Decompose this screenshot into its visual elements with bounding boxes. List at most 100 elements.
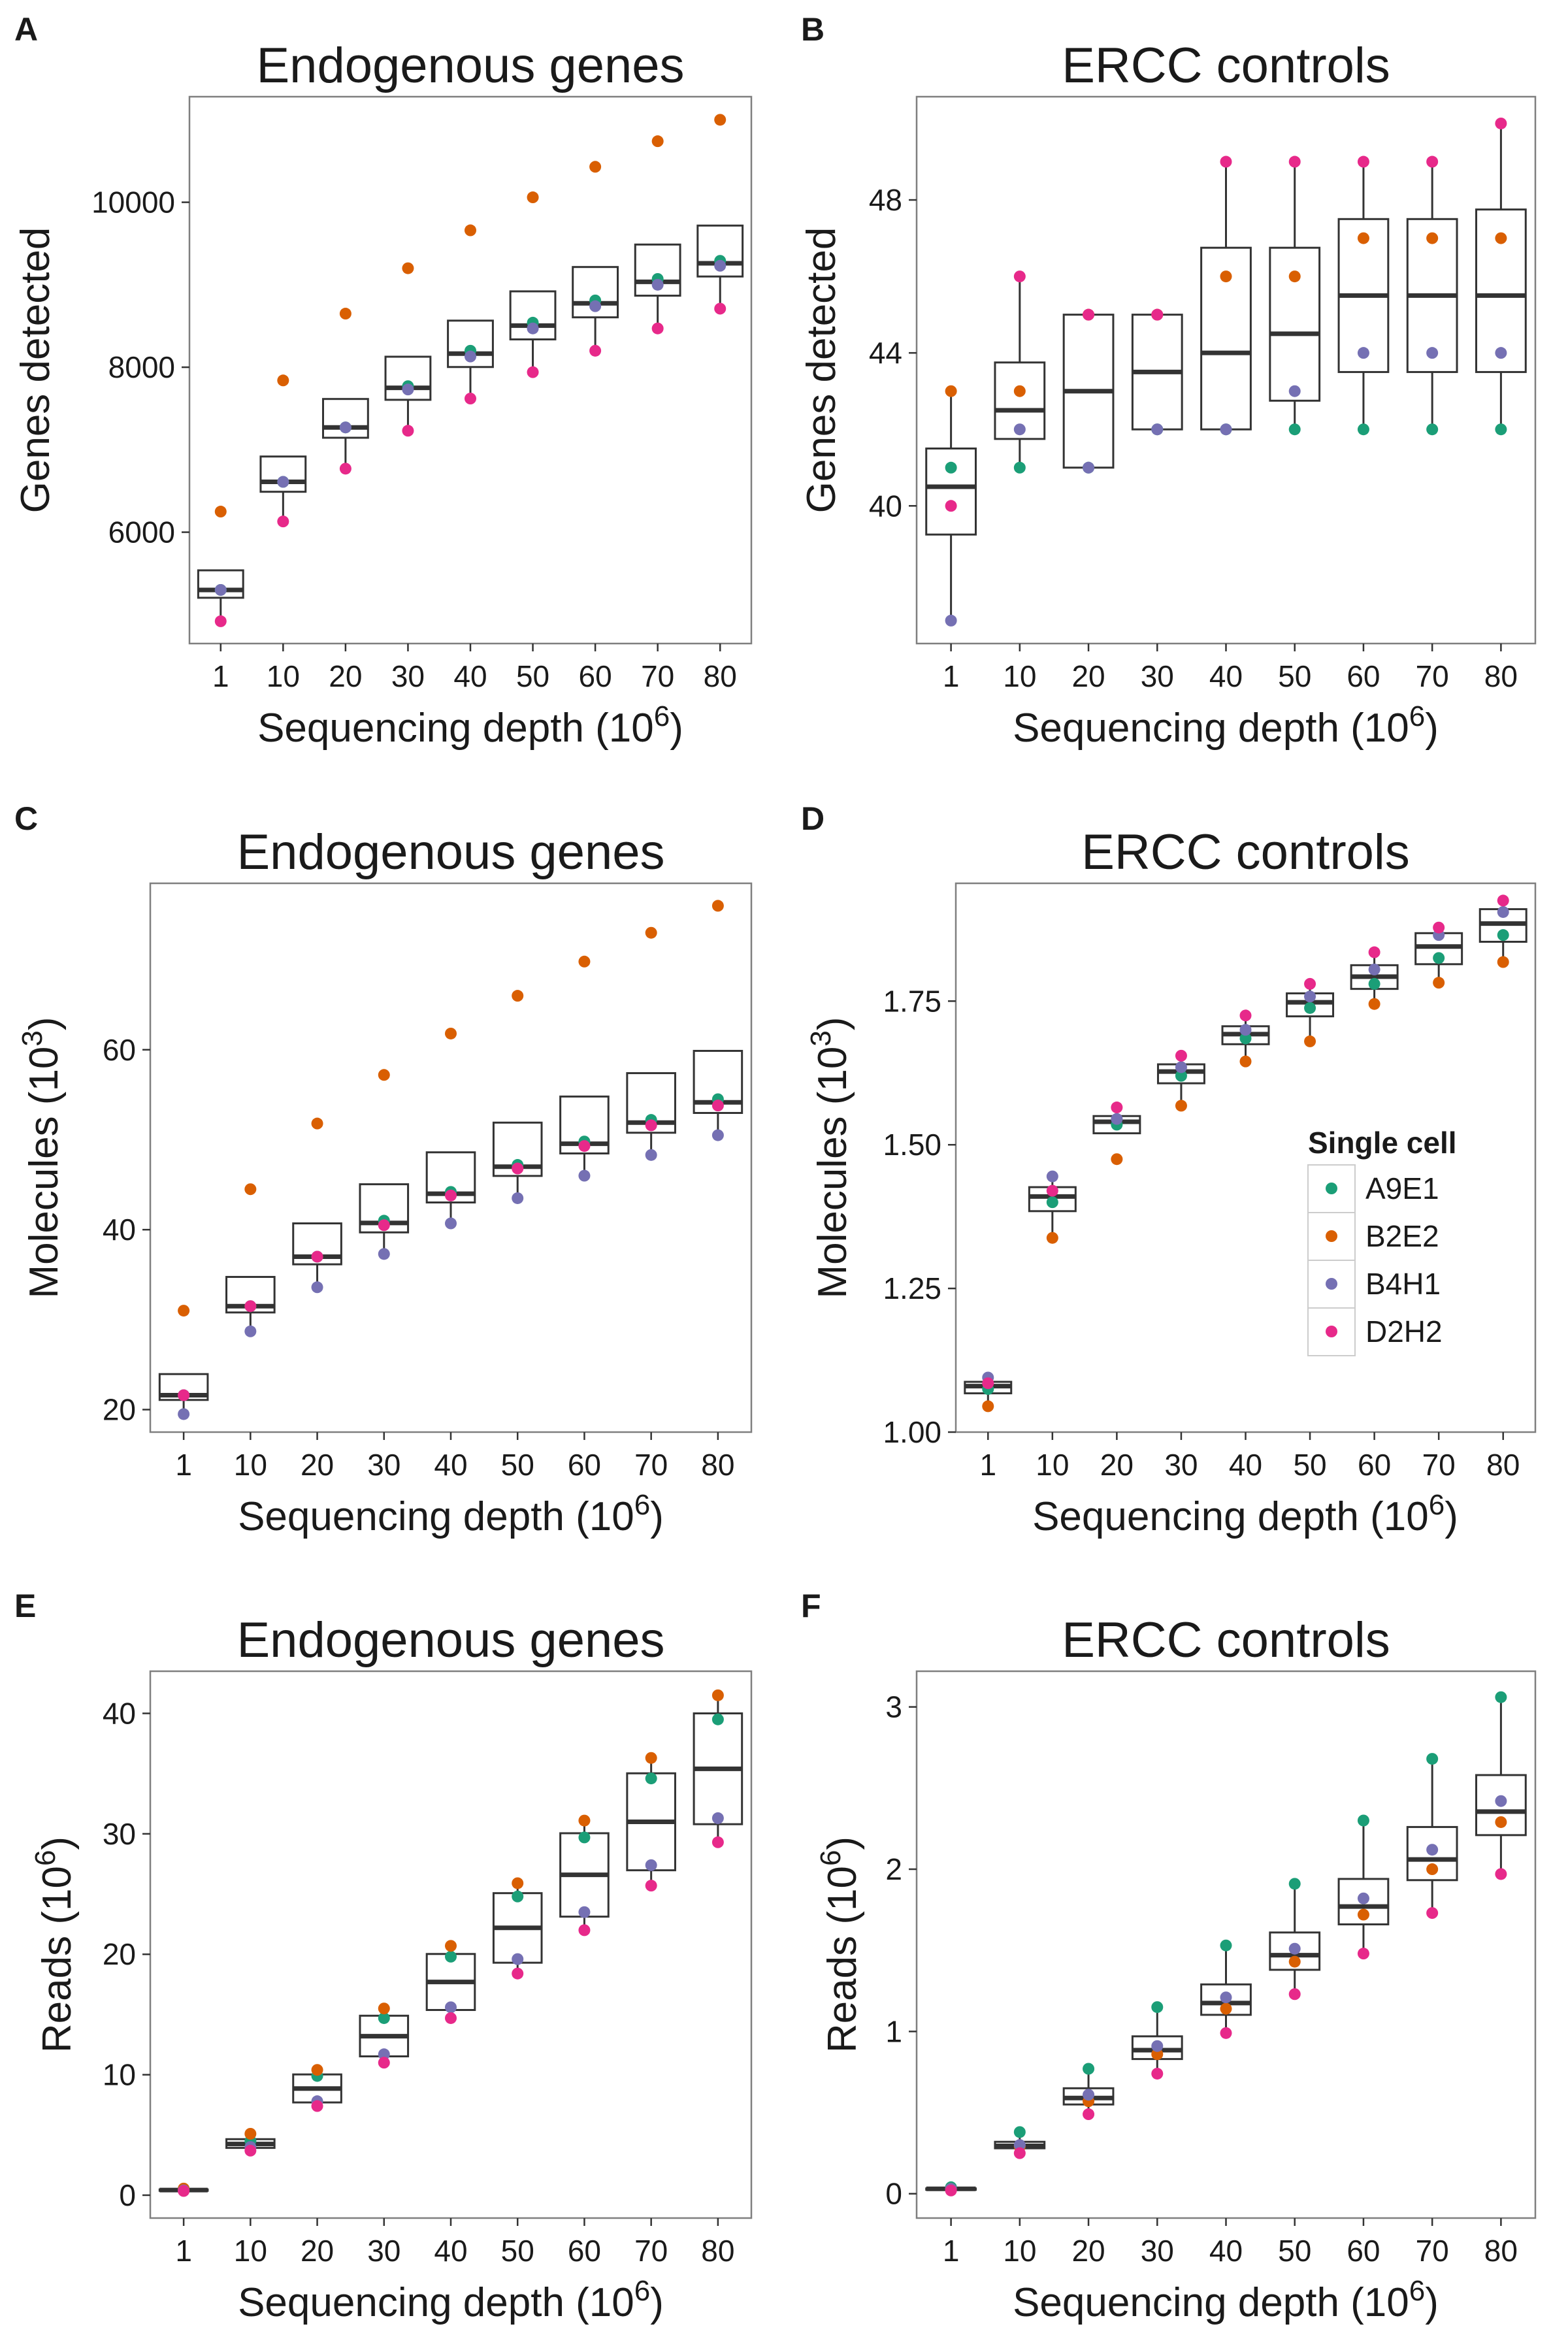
x-tick-label: 1 <box>943 2234 960 2268</box>
point-d2h2 <box>378 2057 390 2069</box>
point-d2h2 <box>1288 155 1301 168</box>
point-b4h1 <box>578 1906 591 1918</box>
point-b2e2 <box>512 990 524 1002</box>
x-axis-title-sup: 6 <box>1429 1489 1445 1521</box>
y-tick-label: 0 <box>119 2178 136 2212</box>
point-b4h1 <box>711 1129 724 1141</box>
panel-c: C Endogenous genes 20 40 60 1 10 20 30 40 50 60 70 80… <box>14 800 753 1539</box>
x-axis-title-main: Sequencing depth (10 <box>238 1494 634 1539</box>
x-tick-label: 1 <box>175 2234 192 2268</box>
y-axis-title-end: ) <box>820 1837 865 1850</box>
point-d2h2 <box>178 1389 190 1401</box>
point-b4h1 <box>378 1248 390 1260</box>
y-tick-label: 3 <box>885 1690 902 1724</box>
point-b2e2 <box>578 1814 591 1827</box>
point-b4h1 <box>311 1281 323 1294</box>
x-tick-label: 20 <box>1100 1448 1134 1482</box>
point-d2h2 <box>1083 308 1095 321</box>
x-axis-title: Sequencing depth (106) <box>257 700 683 751</box>
chart-title: Endogenous genes <box>237 1612 664 1668</box>
point-b2e2 <box>711 900 724 912</box>
point-b4h1 <box>1220 1991 1232 2004</box>
point-b4h1 <box>645 1859 657 1871</box>
x-axis-title: Sequencing depth (106) <box>1013 2275 1439 2325</box>
point-b4h1 <box>1357 347 1369 359</box>
point-a9e1 <box>512 1890 524 1903</box>
point-b4h1 <box>714 259 727 272</box>
legend-label: B2E2 <box>1365 1219 1439 1253</box>
point-b4h1 <box>1288 1942 1301 1955</box>
y-axis-title: Molecules (103) <box>16 1017 67 1298</box>
y-axis-title-sup: 6 <box>29 1850 61 1866</box>
point-b2e2 <box>445 1027 457 1039</box>
point-d2h2 <box>445 2012 457 2024</box>
x-axis-title-end: ) <box>1445 1494 1458 1539</box>
point-b2e2 <box>1497 956 1509 968</box>
point-d2h2 <box>378 1219 390 1232</box>
legend-entry: B4H1 <box>1307 1260 1441 1309</box>
point-b4h1 <box>589 300 602 312</box>
y-tick-label: 44 <box>869 336 902 370</box>
point-b4h1 <box>1083 2089 1095 2101</box>
box <box>925 447 977 536</box>
x-tick-label: 30 <box>367 2234 400 2268</box>
y-tick-label: 1.25 <box>883 1271 941 1305</box>
x-tick-label: 50 <box>516 659 549 693</box>
point-d2h2 <box>1426 1907 1439 1919</box>
y-axis-title: Genes detected <box>13 227 58 514</box>
point-b4h1 <box>578 1169 591 1182</box>
point-b2e2 <box>445 1940 457 1952</box>
point-b2e2 <box>465 224 476 237</box>
point-d2h2 <box>244 1300 257 1313</box>
point-b4h1 <box>1426 1844 1439 1856</box>
point-b4h1 <box>1151 423 1164 436</box>
y-axis-title-main: Reads (10 <box>35 1866 80 2053</box>
x-tick-label: 80 <box>701 1448 734 1482</box>
x-tick-label: 10 <box>234 1448 267 1482</box>
panel-e: E Endogenous genes 0 10 20 30 40 1 10 20 30 40 50 60 7… <box>14 1588 753 2325</box>
point-b2e2 <box>214 506 227 518</box>
point-d2h2 <box>578 1140 591 1152</box>
panel-letter: E <box>14 1588 36 1624</box>
x-axis-title-main: Sequencing depth (10 <box>1013 2280 1409 2325</box>
y-tick-label: 60 <box>103 1033 136 1067</box>
point-d2h2 <box>714 302 727 315</box>
x-axis-title-main: Sequencing depth (10 <box>1032 1494 1429 1539</box>
x-axis-title: Sequencing depth (106) <box>1032 1489 1458 1539</box>
point-d2h2 <box>1495 1868 1507 1880</box>
x-tick-label: 40 <box>453 659 487 693</box>
y-tick-label: 40 <box>103 1213 136 1247</box>
point-a9e1 <box>1288 423 1301 436</box>
x-tick-label: 50 <box>1278 659 1311 693</box>
point-b4h1 <box>1288 385 1301 397</box>
chart-title: ERCC controls <box>1081 825 1410 880</box>
point-b2e2 <box>277 374 289 387</box>
box <box>1475 208 1527 373</box>
point-d2h2 <box>1175 1049 1187 1062</box>
y-tick-label: 20 <box>103 1937 136 1971</box>
legend: Single cell A9E1 B2E2 B4H1 D2H2 <box>1307 1126 1457 1356</box>
x-axis-title-end: ) <box>1425 2280 1439 2325</box>
point-a9e1 <box>1175 1070 1187 1082</box>
point-b4h1 <box>1220 423 1232 436</box>
legend-label: D2H2 <box>1365 1315 1443 1348</box>
point-b2e2 <box>982 1400 994 1413</box>
y-tick-label: 8000 <box>108 350 175 384</box>
y-tick-label: 1.50 <box>883 1128 941 1162</box>
legend-marker <box>1326 1230 1337 1242</box>
point-b2e2 <box>945 385 957 397</box>
legend-marker <box>1326 1326 1337 1337</box>
point-b4h1 <box>1175 1061 1187 1073</box>
x-tick-label: 70 <box>641 659 674 693</box>
point-d2h2 <box>1220 2027 1232 2039</box>
x-tick-label: 70 <box>1416 659 1449 693</box>
x-axis-title-sup: 6 <box>634 1489 650 1521</box>
y-tick-label: 1.75 <box>883 984 941 1018</box>
x-tick-label: 80 <box>1484 2234 1518 2268</box>
point-d2h2 <box>445 1189 457 1201</box>
point-a9e1 <box>1426 1753 1439 1765</box>
point-b4h1 <box>1426 347 1439 359</box>
point-d2h2 <box>1497 894 1509 907</box>
point-b2e2 <box>1368 998 1380 1010</box>
point-b4h1 <box>527 322 539 335</box>
